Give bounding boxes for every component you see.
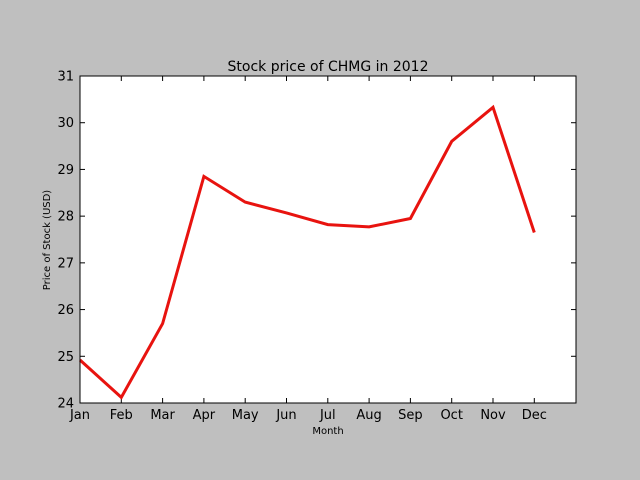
y-tick-label: 28 <box>57 210 74 225</box>
y-tick-label: 24 <box>57 397 74 412</box>
x-tick-label: Jan <box>69 408 90 423</box>
y-tick-label: 25 <box>57 350 74 365</box>
y-tick-label: 29 <box>57 163 74 178</box>
y-tick-label: 27 <box>57 256 74 271</box>
x-tick-label: Oct <box>440 408 462 423</box>
series-line <box>78 104 536 400</box>
x-tick-label: Jun <box>275 408 296 423</box>
y-axis: 24 25 26 27 28 29 30 31 <box>57 70 576 412</box>
x-tick-label: Mar <box>150 408 175 423</box>
y-axis-label: Price of Stock (USD) <box>42 190 53 291</box>
x-tick-label: Apr <box>193 408 216 423</box>
x-tick-label: Dec <box>522 408 547 423</box>
x-tick-label: Sep <box>398 408 423 423</box>
series-group <box>78 104 536 400</box>
x-axis-label: Month <box>312 426 343 437</box>
y-tick-label: 31 <box>57 70 74 85</box>
x-axis: Jan Feb Mar Apr May Jun Jul Aug Sep Oct Nov Dec <box>69 76 547 423</box>
x-tick-label: Nov <box>480 408 506 423</box>
chart-title: Stock price of CHMG in 2012 <box>228 59 429 75</box>
x-tick-label: Aug <box>356 408 381 423</box>
y-tick-label: 30 <box>57 116 74 131</box>
plot-frame <box>79 75 577 404</box>
x-tick-label: Feb <box>110 408 133 423</box>
x-tick-label: May <box>232 408 259 423</box>
x-tick-label: Jul <box>319 408 336 423</box>
y-tick-label: 26 <box>57 303 74 318</box>
plot-area <box>80 76 576 403</box>
